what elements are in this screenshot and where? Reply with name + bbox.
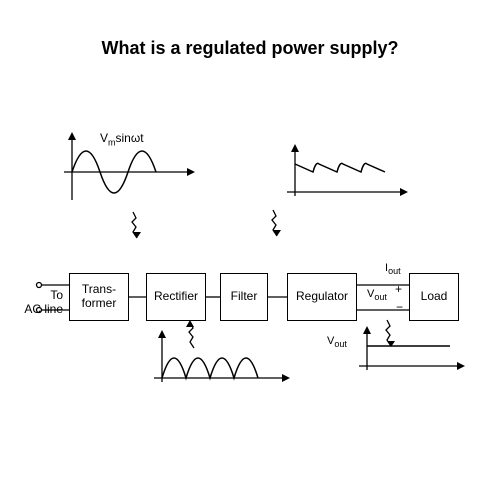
input-label: ToAC line — [13, 288, 63, 316]
flat-chart — [355, 328, 470, 376]
block-load: Load — [409, 273, 459, 321]
fullrect-chart — [150, 330, 295, 392]
block-rectifier-label: Rectifier — [154, 290, 198, 304]
diagram-container: Trans-former Rectifier Filter Regulator … — [15, 130, 485, 430]
block-filter: Filter — [220, 273, 268, 321]
plus-label: + — [395, 282, 402, 296]
ripple-chart — [283, 144, 413, 206]
block-regulator: Regulator — [287, 273, 357, 321]
iout-label: Iout — [385, 262, 401, 276]
block-load-label: Load — [421, 290, 448, 304]
reg-vout-label: Vout — [367, 288, 387, 302]
block-transformer-label: Trans-former — [82, 283, 117, 311]
block-filter-label: Filter — [231, 290, 258, 304]
sine-formula: Vmsinωt — [100, 131, 144, 147]
block-transformer: Trans-former — [69, 273, 129, 321]
minus-label: − — [396, 300, 403, 314]
block-rectifier: Rectifier — [146, 273, 206, 321]
page-title: What is a regulated power supply? — [0, 38, 500, 59]
vout-flat-label: Vout — [327, 335, 347, 349]
block-regulator-label: Regulator — [296, 290, 348, 304]
